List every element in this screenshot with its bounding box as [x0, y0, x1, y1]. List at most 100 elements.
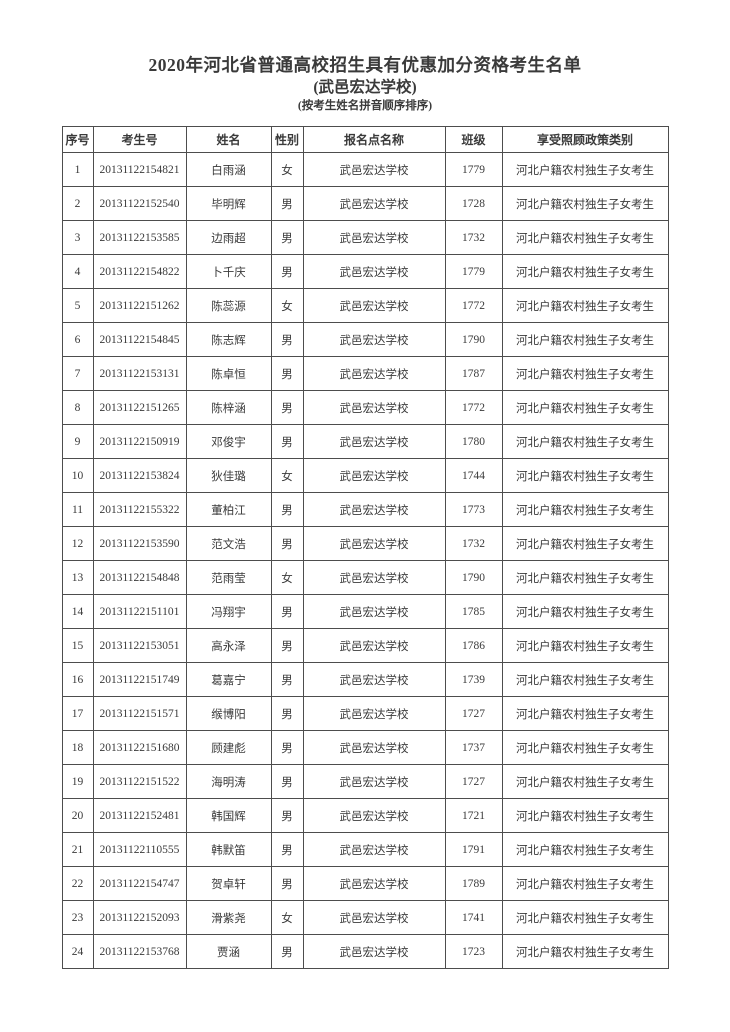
cell-exam-number: 20131122154848 — [92, 560, 187, 595]
cell-policy: 河北户籍农村独生子女考生 — [501, 186, 669, 221]
cell-gender: 男 — [270, 322, 304, 357]
cell-exam-number: 20131122153051 — [92, 628, 187, 663]
cell-exam-number: 20131122153131 — [92, 356, 187, 391]
cell-index: 11 — [61, 492, 94, 527]
cell-site: 武邑宏达学校 — [302, 900, 446, 935]
cell-class: 1721 — [444, 798, 503, 833]
cell-site: 武邑宏达学校 — [302, 934, 446, 969]
cell-name: 白雨涵 — [185, 152, 272, 187]
cell-policy: 河北户籍农村独生子女考生 — [501, 764, 669, 799]
cell-name: 韩国辉 — [185, 798, 272, 833]
cell-policy: 河北户籍农村独生子女考生 — [501, 798, 669, 833]
cell-index: 23 — [61, 900, 94, 935]
cell-policy: 河北户籍农村独生子女考生 — [501, 900, 669, 935]
header-cell-exam-number: 考生号 — [92, 126, 187, 153]
header-cell-policy: 享受照顾政策类别 — [501, 126, 669, 153]
cell-name: 高永泽 — [185, 628, 272, 663]
cell-name: 顾建彪 — [185, 730, 272, 765]
cell-gender: 男 — [270, 526, 304, 561]
cell-name: 贺卓轩 — [185, 866, 272, 901]
table-row: 3 20131122153585 边雨超男武邑宏达学校 1732 河北户籍农村独生子女考… — [61, 220, 669, 255]
table-row: 18 20131122151680 顾建彪男武邑宏达学校 1737 河北户籍农村独生子女… — [61, 730, 669, 765]
cell-name: 卜千庆 — [185, 254, 272, 289]
cell-index: 14 — [61, 594, 94, 629]
cell-name: 边雨超 — [185, 220, 272, 255]
cell-gender: 男 — [270, 492, 304, 527]
cell-index: 19 — [61, 764, 94, 799]
cell-site: 武邑宏达学校 — [302, 424, 446, 459]
cell-name: 葛嘉宁 — [185, 662, 272, 697]
cell-index: 22 — [61, 866, 94, 901]
cell-name: 冯翔宇 — [185, 594, 272, 629]
table-row: 22 20131122154747 贺卓轩男武邑宏达学校 1789 河北户籍农村独生子女… — [61, 866, 669, 901]
table-row: 4 20131122154822 卜千庆男武邑宏达学校 1779 河北户籍农村独生子女考… — [61, 254, 669, 289]
cell-class: 1789 — [444, 866, 503, 901]
cell-gender: 男 — [270, 934, 304, 969]
cell-gender: 男 — [270, 764, 304, 799]
cell-gender: 女 — [270, 152, 304, 187]
cell-index: 5 — [61, 288, 94, 323]
cell-exam-number: 20131122154821 — [92, 152, 187, 187]
cell-name: 陈卓恒 — [185, 356, 272, 391]
cell-class: 1732 — [444, 220, 503, 255]
cell-exam-number: 20131122151522 — [92, 764, 187, 799]
cell-policy: 河北户籍农村独生子女考生 — [501, 220, 669, 255]
cell-index: 21 — [61, 832, 94, 867]
cell-site: 武邑宏达学校 — [302, 628, 446, 663]
cell-gender: 男 — [270, 390, 304, 425]
cell-exam-number: 20131122110555 — [92, 832, 187, 867]
cell-name: 贾涵 — [185, 934, 272, 969]
cell-policy: 河北户籍农村独生子女考生 — [501, 424, 669, 459]
cell-exam-number: 20131122151265 — [92, 390, 187, 425]
cell-index: 15 — [61, 628, 94, 663]
cell-gender: 女 — [270, 560, 304, 595]
table-row: 16 20131122151749 葛嘉宁男武邑宏达学校 1739 河北户籍农村独生子女… — [61, 662, 669, 697]
cell-policy: 河北户籍农村独生子女考生 — [501, 934, 669, 969]
page-subtitle: (武邑宏达学校) — [313, 79, 417, 96]
table-row: 5 20131122151262 陈蕊源女武邑宏达学校 1772 河北户籍农村独生子女考… — [61, 288, 669, 323]
cell-site: 武邑宏达学校 — [302, 458, 446, 493]
cell-class: 1773 — [444, 492, 503, 527]
cell-policy: 河北户籍农村独生子女考生 — [501, 628, 669, 663]
cell-name: 滑紫尧 — [185, 900, 272, 935]
cell-class: 1741 — [444, 900, 503, 935]
cell-site: 武邑宏达学校 — [302, 390, 446, 425]
cell-gender: 女 — [270, 288, 304, 323]
table-row: 15 20131122153051 高永泽男武邑宏达学校 1786 河北户籍农村独生子女… — [61, 628, 669, 663]
cell-site: 武邑宏达学校 — [302, 254, 446, 289]
cell-index: 12 — [61, 526, 94, 561]
cell-site: 武邑宏达学校 — [302, 322, 446, 357]
cell-gender: 男 — [270, 424, 304, 459]
table-row: 10 20131122153824 狄佳璐女武邑宏达学校 1744 河北户籍农村独生子女… — [61, 458, 669, 493]
cell-policy: 河北户籍农村独生子女考生 — [501, 152, 669, 187]
cell-class: 1732 — [444, 526, 503, 561]
cell-policy: 河北户籍农村独生子女考生 — [501, 288, 669, 323]
cell-site: 武邑宏达学校 — [302, 866, 446, 901]
cell-class: 1779 — [444, 152, 503, 187]
cell-site: 武邑宏达学校 — [302, 730, 446, 765]
cell-gender: 女 — [270, 900, 304, 935]
table-row: 6 20131122154845 陈志辉男武邑宏达学校 1790 河北户籍农村独生子女考… — [61, 322, 669, 357]
cell-exam-number: 20131122151571 — [92, 696, 187, 731]
cell-exam-number: 20131122154822 — [92, 254, 187, 289]
table-row: 13 20131122154848 范雨莹女武邑宏达学校 1790 河北户籍农村独生子女… — [61, 560, 669, 595]
cell-gender: 男 — [270, 254, 304, 289]
table-row: 21 20131122110555 韩默笛男武邑宏达学校 1791 河北户籍农村独生子女… — [61, 832, 669, 867]
cell-policy: 河北户籍农村独生子女考生 — [501, 526, 669, 561]
cell-name: 邓俊宇 — [185, 424, 272, 459]
table-row: 24 20131122153768 贾涵男武邑宏达学校 1723 河北户籍农村独生子女考… — [61, 934, 669, 969]
cell-exam-number: 20131122153590 — [92, 526, 187, 561]
cell-name: 毕明辉 — [185, 186, 272, 221]
cell-exam-number: 20131122153824 — [92, 458, 187, 493]
cell-gender: 男 — [270, 356, 304, 391]
cell-policy: 河北户籍农村独生子女考生 — [501, 696, 669, 731]
cell-name: 海明涛 — [185, 764, 272, 799]
cell-class: 1727 — [444, 764, 503, 799]
cell-class: 1727 — [444, 696, 503, 731]
cell-class: 1744 — [444, 458, 503, 493]
cell-name: 缑博阳 — [185, 696, 272, 731]
cell-policy: 河北户籍农村独生子女考生 — [501, 390, 669, 425]
table-header-row: 序号 考生号 姓名 性别 报名点名称 班级 享受照顾政策类别 — [61, 126, 669, 153]
cell-exam-number: 20131122150919 — [92, 424, 187, 459]
